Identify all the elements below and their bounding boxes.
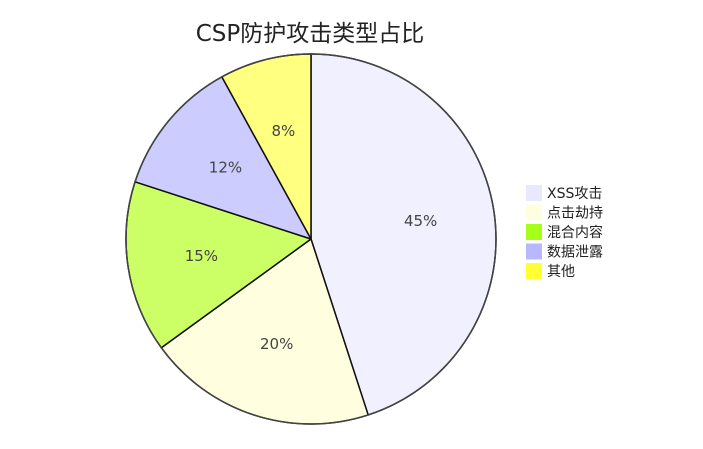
chart-title: CSP防护攻击类型占比: [195, 21, 425, 47]
legend-swatch-1: [526, 204, 542, 221]
legend-label-2: 混合内容: [547, 224, 603, 241]
legend-label-4: 其他: [547, 264, 575, 280]
legend-label-0: XSS攻击: [547, 186, 602, 202]
pie-labels: 45% 20% 15% 12% 8%: [185, 122, 438, 353]
pie-slice-label-3: 12%: [209, 159, 242, 177]
pie-slice-label-4: 8%: [271, 122, 295, 140]
legend-swatch-3: [526, 243, 542, 260]
pie-slices: [125, 53, 497, 425]
legend-swatch-4: [526, 263, 542, 279]
legend-swatch-0: [526, 185, 542, 201]
pie-slice-label-0: 45%: [404, 212, 437, 230]
pie-outline: [125, 53, 497, 425]
legend-label-1: 点击劫持: [547, 206, 603, 222]
legend-label-3: 数据泄露: [547, 245, 603, 261]
pie-slice-label-2: 15%: [185, 247, 218, 265]
pie-slice-label-1: 20%: [260, 335, 293, 353]
legend-swatch-2: [526, 224, 542, 240]
